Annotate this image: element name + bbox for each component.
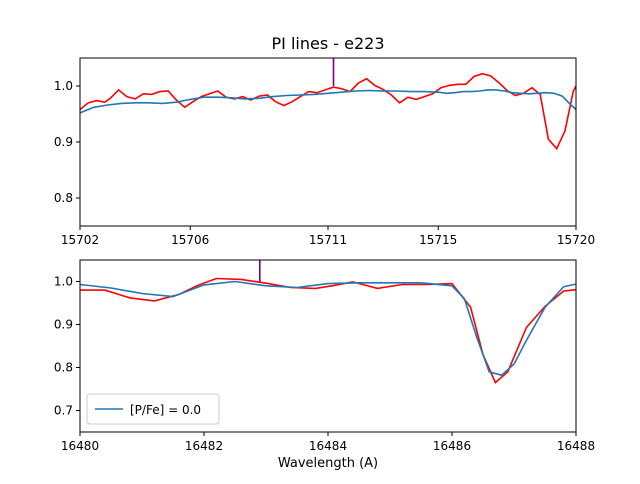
y-tick-label: 1.0 [54, 79, 73, 93]
series-line-2 [80, 280, 576, 377]
y-tick-label: 0.9 [54, 318, 73, 332]
x-axis-label: Wavelength (A) [278, 456, 378, 471]
chart-title: PI lines - e223 [272, 34, 385, 53]
y-tick-label: 1.0 [54, 275, 73, 289]
x-tick-label: 16484 [309, 439, 347, 453]
y-tick-label: 0.8 [54, 361, 73, 375]
x-tick-label: 16486 [433, 439, 471, 453]
y-tick-label: 0.8 [54, 191, 73, 205]
x-tick-label: 16488 [557, 439, 595, 453]
x-tick-label: 16482 [185, 439, 223, 453]
legend-label: [P/Fe] = 0.0 [130, 403, 201, 417]
x-tick-label: 15715 [419, 233, 457, 247]
x-tick-label: 15702 [61, 233, 99, 247]
top-panel: PI lines - e223 15702 15706 15711 15715 1572… [54, 34, 595, 247]
x-tick-label: 15706 [171, 233, 209, 247]
legend [86, 393, 220, 425]
x-tick-label: 15720 [557, 233, 595, 247]
x-tick-label: 16480 [61, 439, 99, 453]
bottom-panel: Wavelength (A) 16480 16482 16484 16486 16488… [54, 259, 595, 471]
series-line-2 [80, 89, 576, 114]
x-tick-label: 15711 [309, 233, 347, 247]
y-tick-label: 0.9 [54, 135, 73, 149]
y-tick-label: 0.7 [54, 404, 73, 418]
series-line-1 [80, 72, 576, 151]
